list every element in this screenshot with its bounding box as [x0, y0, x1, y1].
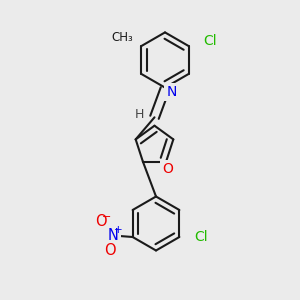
Text: +: + [114, 225, 123, 235]
Text: −: − [102, 212, 111, 222]
Text: CH₃: CH₃ [112, 31, 134, 44]
Text: O: O [162, 162, 173, 176]
Text: N: N [167, 85, 177, 99]
Text: H: H [135, 108, 144, 121]
Text: O: O [95, 214, 106, 230]
Text: Cl: Cl [203, 34, 217, 48]
Text: O: O [104, 243, 116, 258]
Text: N: N [108, 228, 118, 243]
Text: Cl: Cl [194, 230, 208, 244]
